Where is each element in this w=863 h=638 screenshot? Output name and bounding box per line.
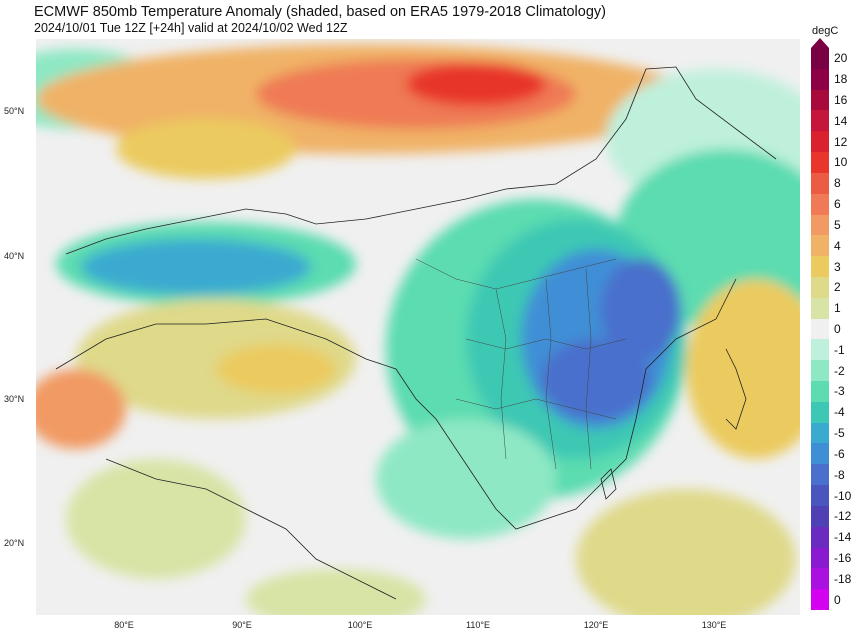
lon-label-110e: 110°E xyxy=(466,620,490,630)
colorbar-swatch xyxy=(811,589,829,611)
map-subtitle: 2024/10/01 Tue 12Z [+24h] valid at 2024/… xyxy=(34,21,348,35)
colorbar-swatch xyxy=(811,68,829,91)
province-borders xyxy=(415,258,627,470)
colorbar-tick-label: 14 xyxy=(834,113,848,128)
colorbar-swatch xyxy=(811,318,829,340)
colorbar-swatch xyxy=(811,568,829,590)
colorbar-tick-label: -5 xyxy=(834,426,845,441)
shaded-anomaly-field xyxy=(36,44,800,615)
colorbar-swatch xyxy=(811,193,829,216)
colorbar-max-arrow xyxy=(811,38,829,48)
colorbar-swatch xyxy=(811,110,829,132)
colorbar-swatch xyxy=(811,276,829,299)
colorbar-swatch xyxy=(811,131,829,153)
colorbar-tick-label: 4 xyxy=(834,238,841,253)
colorbar-tick-label: 6 xyxy=(834,197,841,212)
colorbar-tick-label: 1 xyxy=(834,301,841,316)
colorbar-tick-label: -14 xyxy=(834,530,852,545)
lon-label-130e: 130°E xyxy=(701,620,727,630)
colorbar-swatch xyxy=(811,422,829,444)
colorbar-swatch xyxy=(811,256,829,278)
colorbar-swatch xyxy=(811,381,829,403)
colorbar-tick-label: 12 xyxy=(834,134,848,149)
colorbar-tick-label: 2 xyxy=(834,280,841,295)
lon-label-120e: 120°E xyxy=(583,620,609,630)
colorbar-tick-label: 18 xyxy=(834,72,848,87)
colorbar-swatch xyxy=(811,360,829,382)
colorbar-tick-label: -1 xyxy=(834,342,845,357)
colorbar-tick-label: 8 xyxy=(834,176,841,191)
colorbar-swatch xyxy=(811,464,829,486)
colorbar-swatch xyxy=(811,339,829,361)
colorbar xyxy=(811,48,829,611)
colorbar-tick-label: -8 xyxy=(834,467,845,482)
colorbar-swatch xyxy=(811,172,829,195)
colorbar-swatch xyxy=(811,89,829,111)
colorbar-tick-label: -2 xyxy=(834,363,845,378)
colorbar-swatch xyxy=(811,297,829,320)
lat-label-30n: 30°N xyxy=(4,394,25,404)
colorbar-tick-label: -10 xyxy=(834,488,852,503)
colorbar-swatch xyxy=(811,505,829,528)
lat-label-20n: 20°N xyxy=(4,538,25,548)
colorbar-tick-label: 3 xyxy=(834,259,841,274)
lon-label-100e: 100°E xyxy=(347,620,373,630)
anomaly-map xyxy=(36,39,800,615)
lon-label-90e: 90°E xyxy=(232,620,252,630)
colorbar-tick-label: -6 xyxy=(834,446,845,461)
colorbar-tick-label: 20 xyxy=(834,51,848,66)
colorbar-swatch xyxy=(811,235,829,257)
colorbar-unit: degC xyxy=(812,25,839,37)
lat-label-50n: 50°N xyxy=(4,106,25,116)
colorbar-swatch xyxy=(811,526,829,549)
colorbar-swatch xyxy=(811,547,829,569)
colorbar-swatch xyxy=(811,401,829,424)
colorbar-tick-label: -12 xyxy=(834,509,852,524)
colorbar-swatch xyxy=(811,48,829,70)
colorbar-swatch xyxy=(811,443,829,465)
colorbar-tick-label: 5 xyxy=(834,217,841,232)
map-canvas xyxy=(36,44,800,615)
lat-label-40n: 40°N xyxy=(4,251,25,261)
colorbar-swatch xyxy=(811,214,829,236)
map-title: ECMWF 850mb Temperature Anomaly (shaded,… xyxy=(34,4,606,20)
colorbar-swatch xyxy=(811,152,829,174)
colorbar-swatch xyxy=(811,485,829,507)
colorbar-tick-label: -18 xyxy=(834,571,852,586)
country-borders xyxy=(55,66,777,600)
colorbar-tick-label: -16 xyxy=(834,550,852,565)
colorbar-tick-label: 10 xyxy=(834,155,848,170)
lon-label-80e: 80°E xyxy=(114,620,134,630)
colorbar-tick-label: -4 xyxy=(834,405,845,420)
colorbar-tick-label: 0 xyxy=(834,592,841,607)
colorbar-tick-label: 0 xyxy=(834,322,841,336)
colorbar-tick-label: 16 xyxy=(834,93,848,108)
colorbar-tick-label: -3 xyxy=(834,384,845,399)
